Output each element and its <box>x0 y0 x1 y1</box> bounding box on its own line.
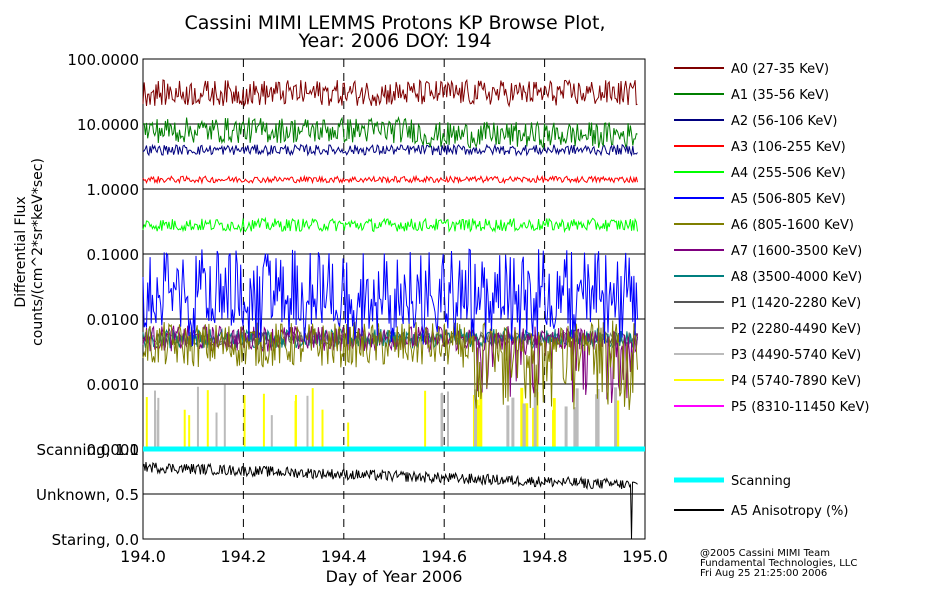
flux-y-tick-labels: 100.0000 10.0000 1.0000 0.1000 0.0100 0.0010 0… <box>67 51 139 459</box>
mode-series-lines <box>142 446 645 540</box>
legend-item: A4 (255-506 KeV) <box>674 166 846 181</box>
flux-y-tick-label: 0.1000 <box>87 246 140 264</box>
legend-label: A6 (805-1600 KeV) <box>731 218 854 233</box>
flux-y-tick-label: 100.0000 <box>67 51 139 69</box>
x-tick-label: 194.6 <box>421 547 467 566</box>
credit-line-1: @2005 Cassini MIMI Team <box>700 548 830 559</box>
mode-y-tick-label: Staring, 0.0 <box>52 531 139 549</box>
mode-gridlines <box>143 449 645 539</box>
flux-y-tick-label: 0.0001 <box>87 441 140 459</box>
legend-label: A3 (106-255 KeV) <box>731 140 846 155</box>
legend-item: P2 (2280-4490 KeV) <box>674 322 861 337</box>
flux-x-gridlines <box>242 59 546 449</box>
legend-label: A1 (35-56 KeV) <box>731 88 829 103</box>
mode-panel: Scanning, 1.0 Unknown, 0.5 Staring, 0.0 19… <box>36 441 668 566</box>
chart-title: Cassini MIMI LEMMS Protons KP Browse Plo… <box>184 12 605 34</box>
mode-y-tick-label: Unknown, 0.5 <box>36 486 139 504</box>
series-a5-anisotropy <box>142 461 638 540</box>
flux-y-tick-label: 0.0010 <box>87 376 140 394</box>
series-a5 <box>142 248 638 347</box>
legend-item: Scanning <box>674 474 791 489</box>
mode-y-tick-label: Scanning, 1.0 <box>36 441 139 459</box>
x-axis-label: Day of Year 2006 <box>326 567 463 586</box>
legend-label: P4 (5740-7890 KeV) <box>731 374 861 389</box>
legend-label: A8 (3500-4000 KeV) <box>731 270 862 285</box>
legend-item: P1 (1420-2280 KeV) <box>674 296 861 311</box>
series-a8 <box>142 327 638 350</box>
x-tick-label: 194.2 <box>220 547 266 566</box>
legend-item: A6 (805-1600 KeV) <box>674 218 854 233</box>
legend-label: P3 (4490-5740 KeV) <box>731 348 861 363</box>
series-a4 <box>142 216 638 234</box>
legend-item: A1 (35-56 KeV) <box>674 88 829 103</box>
series-a7 <box>142 324 638 404</box>
y-axis-label-line2: counts/(cm^2*sr*keV*sec) <box>30 158 46 346</box>
legend-item: A8 (3500-4000 KeV) <box>674 270 862 285</box>
legend-label: P2 (2280-4490 KeV) <box>731 322 861 337</box>
credit-line-3: Fri Aug 25 21:25:00 2006 <box>700 568 827 579</box>
flux-series-lines <box>142 78 638 448</box>
legend-label: P5 (8310-11450 KeV) <box>731 400 869 415</box>
x-tick-label: 194.4 <box>321 547 367 566</box>
chart-subtitle: Year: 2006 DOY: 194 <box>297 30 491 52</box>
legend-label: A4 (255-506 KeV) <box>731 166 846 181</box>
legend-item: A5 (506-805 KeV) <box>674 192 846 207</box>
series-a2 <box>142 143 638 157</box>
legend-item: P5 (8310-11450 KeV) <box>674 400 869 415</box>
legend-label: P1 (1420-2280 KeV) <box>731 296 861 311</box>
flux-panel: 100.0000 10.0000 1.0000 0.1000 0.0100 0.0010 0… <box>67 51 646 459</box>
x-tick-labels: 194.0 194.2 194.4 194.6 194.8 195.0 <box>120 547 668 566</box>
flux-y-tick-label: 10.0000 <box>77 116 139 134</box>
flux-y-tick-label: 0.0100 <box>87 311 140 329</box>
legend-label: A5 Anisotropy (%) <box>731 504 848 519</box>
legend-label: Scanning <box>731 474 791 489</box>
series-a0 <box>142 78 638 108</box>
series-a3 <box>142 174 638 185</box>
legend-label: A5 (506-805 KeV) <box>731 192 846 207</box>
x-tick-label: 194.0 <box>120 547 166 566</box>
legend-item: A3 (106-255 KeV) <box>674 140 846 155</box>
legend-item: A0 (27-35 KeV) <box>674 62 829 77</box>
legend-label: A2 (56-106 KeV) <box>731 114 837 129</box>
mode-legend: Scanning A5 Anisotropy (%) <box>674 474 848 519</box>
y-axis-label-line1: Differential Flux <box>13 196 29 307</box>
flux-legend: A0 (27-35 KeV) A1 (35-56 KeV) A2 (56-106 K… <box>674 62 869 415</box>
series-a6 <box>142 319 638 411</box>
x-tick-label: 194.8 <box>522 547 568 566</box>
legend-label: A7 (1600-3500 KeV) <box>731 244 862 259</box>
legend-item: A2 (56-106 KeV) <box>674 114 837 129</box>
mode-y-tick-labels: Scanning, 1.0 Unknown, 0.5 Staring, 0.0 <box>36 441 139 549</box>
credit-line-2: Fundamental Technologies, LLC <box>700 558 857 569</box>
series-p3 <box>153 384 618 448</box>
series-a1 <box>143 115 638 150</box>
x-tick-label: 195.0 <box>622 547 668 566</box>
legend-label: A0 (27-35 KeV) <box>731 62 829 77</box>
flux-y-tick-label: 1.0000 <box>87 181 140 199</box>
legend-item: A7 (1600-3500 KeV) <box>674 244 862 259</box>
legend-item: P3 (4490-5740 KeV) <box>674 348 861 363</box>
legend-item: A5 Anisotropy (%) <box>674 504 848 519</box>
legend-item: P4 (5740-7890 KeV) <box>674 374 861 389</box>
